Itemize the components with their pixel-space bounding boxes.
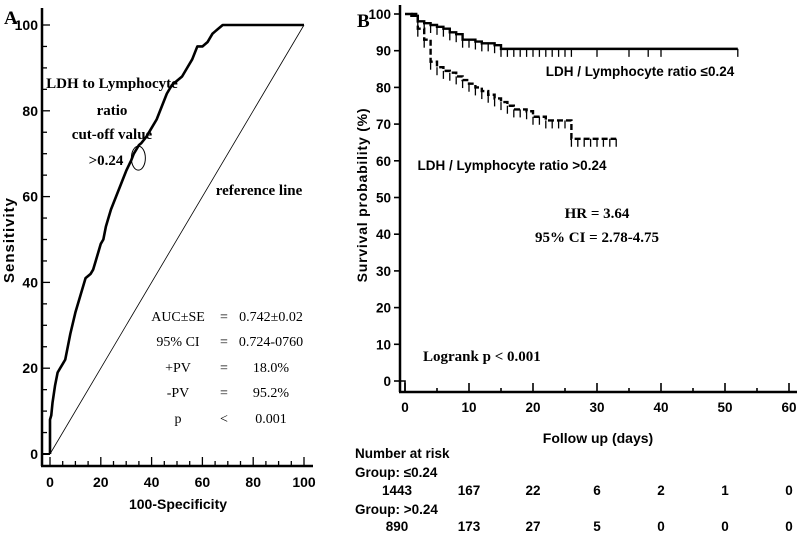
y-tick-label: 20 [22, 360, 38, 376]
risk-group-1-values: 1443 167 22 6 2 1 0 [382, 483, 793, 498]
risk-value: 0 [785, 519, 793, 534]
x-tick-label: 0 [46, 474, 54, 490]
stat-op: = [220, 335, 228, 350]
label-low-ratio: LDH / Lymphocyte ratio ≤0.24 [546, 64, 735, 79]
x-tick-label: 60 [195, 474, 211, 490]
x-tick-label: 30 [589, 400, 604, 415]
x-tick-label: 20 [525, 400, 540, 415]
stat-label: 95% CI [156, 335, 200, 350]
y-tick-label: 80 [22, 103, 38, 119]
y-ticks: 0 20 40 60 80 100 [15, 17, 50, 462]
risk-value: 22 [525, 483, 540, 498]
risk-value: 1 [721, 483, 729, 498]
risk-table: Number at risk Group: ≤0.24 Group: >0.24… [355, 446, 793, 534]
stat-value: 0.001 [255, 412, 287, 427]
label-high-ratio: LDH / Lymphocyte ratio >0.24 [418, 158, 607, 173]
stat-label: p [175, 412, 182, 427]
y-tick-label: 80 [376, 80, 391, 95]
y-tick-label: 20 [376, 301, 391, 316]
x-tick-label: 40 [653, 400, 668, 415]
stat-op: < [220, 412, 228, 427]
stat-value: 0.742±0.02 [239, 310, 303, 325]
cutoff-text-line2: ratio [97, 103, 128, 119]
risk-value: 1443 [382, 483, 413, 498]
risk-value: 173 [458, 519, 481, 534]
risk-value: 0 [721, 519, 729, 534]
panel-b: B Survival probability (%) 0102030405060… [354, 5, 797, 534]
x-tick-label: 80 [245, 474, 261, 490]
x-axis-label: Follow up (days) [543, 430, 653, 446]
survival-curve-low-ratio [405, 12, 739, 57]
cutoff-annotation: LDH to Lymphocyte ratio cut-off value >0… [46, 76, 178, 169]
risk-group-2-label: Group: >0.24 [355, 502, 438, 517]
stat-value: 0.724-0760 [239, 335, 303, 350]
stat-label: AUC±SE [151, 310, 205, 325]
risk-group-1-label: Group: ≤0.24 [355, 465, 438, 480]
x-tick-label: 100 [292, 474, 316, 490]
reference-line [49, 24, 305, 455]
y-tick-label: 90 [376, 44, 391, 59]
risk-value: 890 [386, 519, 409, 534]
y-tick-label: 100 [15, 17, 39, 33]
cutoff-text-line1: LDH to Lymphocyte [46, 76, 178, 92]
cutoff-text-line3: cut-off value [72, 127, 153, 143]
risk-group-2-values: 890 173 27 5 0 0 0 [386, 519, 793, 534]
x-ticks: 0 10 20 30 40 50 60 [400, 380, 797, 415]
x-tick-label: 20 [93, 474, 109, 490]
y-tick-label: 60 [22, 189, 38, 205]
hazard-ratio: HR = 3.64 [565, 206, 630, 222]
cutoff-marker [130, 145, 146, 171]
x-tick-label: 60 [781, 400, 796, 415]
survival-curve-high-ratio [411, 12, 617, 147]
stat-label: +PV [165, 361, 191, 376]
risk-value: 0 [785, 483, 793, 498]
stats-table: AUC±SE = 0.742±0.02 95% CI = 0.724-0760 … [151, 310, 303, 427]
risk-value: 27 [525, 519, 540, 534]
risk-value: 6 [593, 483, 601, 498]
risk-value: 167 [458, 483, 481, 498]
y-tick-label: 100 [368, 7, 391, 22]
stat-op: = [220, 310, 228, 325]
roc-curve [48, 23, 304, 454]
y-tick-label: 40 [22, 274, 38, 290]
stat-value: 18.0% [253, 361, 290, 376]
y-tick-label: 50 [376, 191, 391, 206]
panel-a-letter: A [4, 8, 18, 29]
y-axis-label: Survival probability (%) [354, 108, 370, 283]
logrank-p: Logrank p < 0.001 [423, 349, 541, 365]
risk-table-title: Number at risk [355, 446, 450, 461]
x-tick-label: 40 [144, 474, 160, 490]
risk-value: 2 [657, 483, 665, 498]
y-tick-label: 40 [376, 227, 391, 242]
x-tick-label: 0 [401, 400, 409, 415]
y-tick-label: 0 [30, 446, 38, 462]
x-tick-label: 10 [461, 400, 476, 415]
stat-op: = [220, 386, 228, 401]
stat-value: 95.2% [253, 386, 290, 401]
y-tick-label: 30 [376, 264, 391, 279]
x-axis-label: 100-Specificity [129, 496, 227, 512]
cutoff-text-line4: >0.24 [89, 153, 124, 169]
x-ticks: 0 20 40 60 80 100 [46, 457, 316, 490]
stat-label: -PV [167, 386, 190, 401]
x-tick-label: 50 [717, 400, 732, 415]
stat-op: = [220, 361, 228, 376]
risk-value: 5 [593, 519, 601, 534]
hazard-ratio-ci: 95% CI = 2.78-4.75 [535, 230, 659, 246]
y-tick-label: 10 [376, 337, 391, 352]
y-tick-label: 0 [383, 374, 391, 389]
panel-b-letter: B [357, 11, 370, 32]
y-tick-label: 70 [376, 117, 391, 132]
risk-value: 0 [657, 519, 665, 534]
reference-line-label: reference line [216, 183, 303, 199]
y-ticks: 0 10 20 30 40 50 60 70 80 90 100 [368, 7, 400, 389]
y-axis-label: Sensitivity [1, 197, 18, 283]
y-tick-label: 60 [376, 154, 391, 169]
